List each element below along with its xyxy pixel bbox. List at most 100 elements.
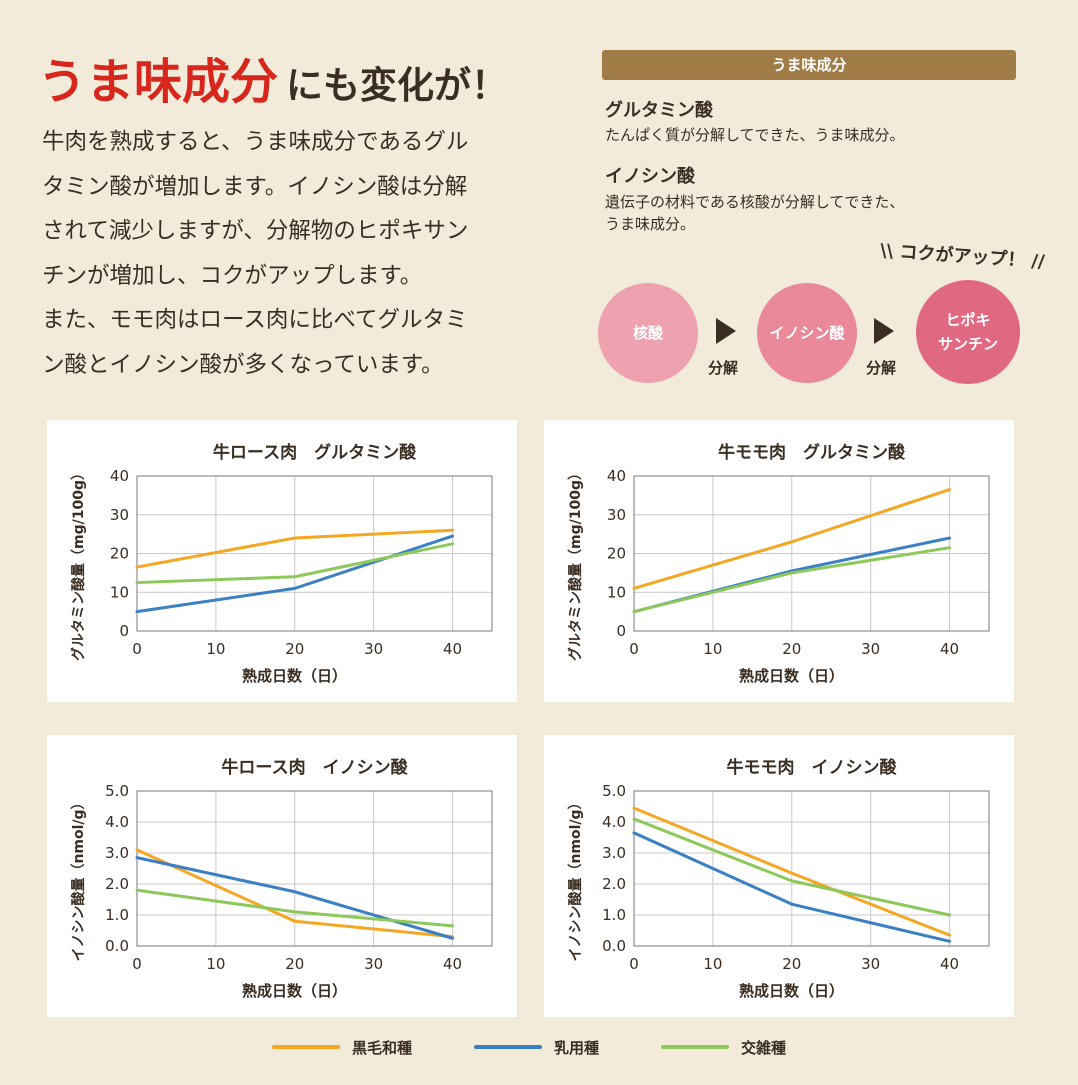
x-tick-label: 20 (285, 955, 304, 973)
legend-label: 黒毛和種 (352, 1038, 413, 1057)
y-tick-label: 2.0 (602, 875, 626, 893)
x-axis-label: 熟成日数（日） (739, 982, 844, 1000)
x-tick-label: 40 (940, 955, 959, 973)
koku-callout: \\ コクがアップ！ // (879, 240, 1046, 273)
x-axis-label: 熟成日数（日） (739, 667, 844, 685)
y-tick-label: 40 (607, 467, 626, 485)
series-line-2 (632, 817, 952, 917)
chart-title: 牛モモ肉 イノシン酸 (727, 757, 898, 778)
series-line-2 (135, 888, 455, 928)
y-tick-label: 3.0 (602, 844, 626, 862)
x-tick-label: 30 (861, 640, 880, 658)
series-line-0 (632, 488, 952, 590)
x-tick-label: 10 (206, 640, 225, 658)
y-tick-label: 4.0 (602, 813, 626, 831)
inosinic-desc: 遺伝子の材料である核酸が分解してできた、 うま味成分。 (605, 191, 1025, 235)
x-tick-label: 30 (364, 955, 383, 973)
y-tick-label: 0.0 (602, 937, 626, 955)
glutamic-desc: たんぱく質が分解してできた、うま味成分。 (605, 126, 905, 144)
decompose-label: 分解 (708, 359, 739, 377)
chart-round-inosinic: 牛モモ肉 イノシン酸 0.0 1.0 2.0 3.0 4.0 5.0 0 10 20 30 40 熟成日… (567, 757, 990, 1000)
x-tick-label: 10 (206, 955, 225, 973)
y-tick-label: 0 (616, 622, 626, 640)
plot-frame (633, 790, 990, 947)
y-tick-label: 4.0 (105, 813, 129, 831)
x-tick-label: 10 (703, 955, 722, 973)
plot-frame (136, 475, 493, 632)
right-arrow-icon (716, 318, 736, 344)
legend-item-kozatsu: 交雑種 (661, 1037, 786, 1058)
x-tick-label: 20 (285, 640, 304, 658)
x-axis-label: 熟成日数（日） (242, 667, 347, 685)
x-tick-label: 0 (132, 955, 142, 973)
legend-item-nyuyo: 乳用種 (474, 1037, 599, 1058)
inosinic-desc-line: 遺伝子の材料である核酸が分解してできた、 (605, 193, 905, 211)
flow-step-inosinic-acid: イノシン酸 (757, 283, 857, 383)
x-axis-label: 熟成日数（日） (242, 982, 347, 1000)
chart-title: 牛ロース肉 イノシン酸 (221, 757, 408, 778)
y-tick-label: 20 (607, 545, 626, 563)
intro-line: タミン酸が増加します。イノシン酸は分解 (42, 173, 468, 200)
chart-panel-round-inosinic: 牛モモ肉 イノシン酸 0.0 1.0 2.0 3.0 4.0 5.0 0 10 20 30 40 熟成日… (544, 735, 1014, 1017)
y-tick-label: 3.0 (105, 844, 129, 862)
y-tick-label: 5.0 (602, 782, 626, 800)
y-tick-label: 2.0 (105, 875, 129, 893)
series-line-2 (135, 542, 455, 585)
x-tick-label: 10 (703, 640, 722, 658)
series-line-1 (135, 856, 455, 940)
legend-swatch (272, 1045, 340, 1049)
y-axis-label: イノシン酸量（nmol/g） (70, 795, 87, 961)
legend-swatch (474, 1045, 543, 1049)
glutamic-term: グルタミン酸 (605, 100, 713, 121)
legend-item-kuroge: 黒毛和種 (272, 1037, 412, 1058)
intro-text: 牛肉を熟成すると、うま味成分であるグル タミン酸が増加します。イノシン酸は分解 … (42, 120, 542, 387)
decompose-label: 分解 (866, 359, 897, 377)
y-axis-label: イノシン酸量（nmol/g） (567, 795, 584, 961)
series-line-0 (632, 806, 952, 937)
y-axis-label: グルタミン酸量（mg/100g） (70, 466, 87, 661)
x-tick-label: 0 (629, 955, 639, 973)
x-tick-label: 20 (782, 955, 801, 973)
y-tick-label: 40 (110, 467, 129, 485)
flow-step-hypoxanthine: ヒポキ サンチン (916, 280, 1020, 384)
hypoxanthine-line: サンチン (937, 335, 998, 353)
x-tick-label: 40 (940, 640, 959, 658)
title-highlight: うま味成分 (38, 54, 279, 110)
umami-header: うま味成分 (602, 50, 1016, 80)
chart-panel-round-glutamic: 牛モモ肉 グルタミン酸 0 10 20 30 40 0 10 20 30 40 熟成日数（日） グルタミ… (544, 420, 1014, 702)
plot-frame (136, 790, 493, 947)
inosinic-term: イノシン酸 (605, 166, 695, 187)
plot-frame (633, 475, 990, 632)
chart-round-glutamic: 牛モモ肉 グルタミン酸 0 10 20 30 40 0 10 20 30 40 熟成日数（日） グルタミ… (567, 442, 990, 685)
series-line-1 (632, 831, 952, 943)
flow-step-nucleic-acid: 核酸 (598, 283, 698, 383)
chart-title: 牛ロース肉 グルタミン酸 (213, 442, 417, 463)
x-tick-label: 20 (782, 640, 801, 658)
hypoxanthine-line: ヒポキ (945, 311, 991, 329)
intro-line: チンが増加し、コクがアップします。 (42, 262, 423, 289)
chart-loin-inosinic: 牛ロース肉 イノシン酸 0.0 1.0 2.0 3.0 4.0 5.0 0 10 20 30 40 熟成… (70, 757, 493, 1000)
y-tick-label: 1.0 (105, 906, 129, 924)
intro-line: ン酸とイノシン酸が多くなっています。 (42, 351, 444, 378)
legend-label: 乳用種 (554, 1038, 600, 1057)
right-arrow-icon (874, 318, 894, 344)
intro-line: また、モモ肉はロース肉に比べてグルタミ (42, 307, 468, 333)
x-tick-label: 0 (132, 640, 142, 658)
chart-panel-loin-glutamic: 牛ロース肉 グルタミン酸 0 10 20 30 40 0 10 20 30 40 熟成日数（日） グルタ… (47, 420, 517, 702)
series-line-2 (632, 546, 952, 614)
legend-swatch (661, 1045, 730, 1049)
chart-panel-loin-inosinic: 牛ロース肉 イノシン酸 0.0 1.0 2.0 3.0 4.0 5.0 0 10 20 30 40 熟成… (47, 735, 517, 1017)
x-tick-label: 0 (629, 640, 639, 658)
chart-title: 牛モモ肉 グルタミン酸 (718, 442, 906, 463)
intro-line: 牛肉を熟成すると、うま味成分であるグル (42, 129, 469, 155)
y-tick-label: 30 (607, 506, 626, 524)
x-tick-label: 40 (443, 640, 462, 658)
y-tick-label: 10 (110, 583, 129, 601)
y-tick-label: 20 (110, 545, 129, 563)
y-tick-label: 5.0 (105, 782, 129, 800)
y-tick-label: 1.0 (602, 906, 626, 924)
chart-loin-glutamic: 牛ロース肉 グルタミン酸 0 10 20 30 40 0 10 20 30 40 熟成日数（日） グルタ… (70, 442, 493, 685)
intro-line: されて減少しますが、分解物のヒポキサン (42, 218, 469, 244)
y-tick-label: 0 (119, 622, 129, 640)
y-tick-label: 10 (607, 583, 626, 601)
